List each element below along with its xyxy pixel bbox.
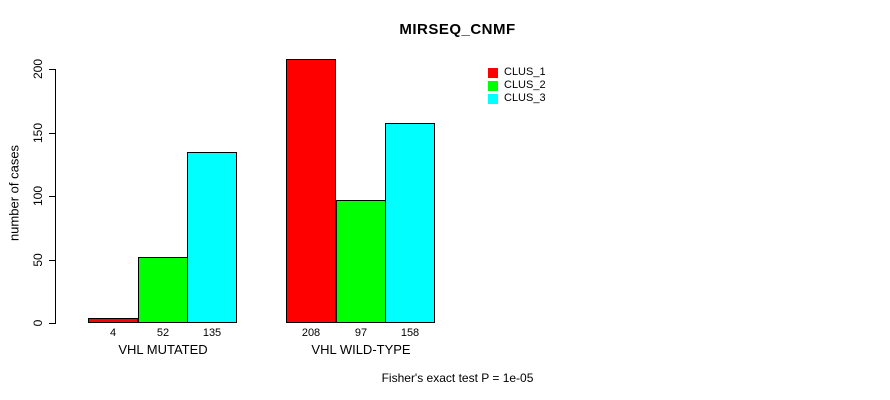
y-tick-label-0: 0 <box>31 319 45 327</box>
bar-value-label: 97 <box>354 327 368 339</box>
y-tick-label-50: 50 <box>31 253 45 267</box>
y-tick-0 <box>49 323 55 324</box>
fisher-test-annotation: Fisher's exact test P = 1e-05 <box>381 371 534 385</box>
legend-item-clus_2: CLUS_2 <box>488 79 546 92</box>
bar-clus_1-vhl-wild-type <box>286 59 336 323</box>
y-tick-label-100: 100 <box>31 185 45 207</box>
y-tick-label-150: 150 <box>31 122 45 144</box>
bar-value-label: 135 <box>202 327 222 339</box>
y-axis-title: number of cases <box>6 144 22 242</box>
bar-clus_2-vhl-mutated <box>138 257 188 323</box>
legend-label: CLUS_3 <box>504 92 546 104</box>
chart-title: MIRSEQ_CNMF <box>399 21 516 38</box>
bar-clus_3-vhl-mutated <box>187 152 237 323</box>
legend-label: CLUS_2 <box>504 79 546 91</box>
y-tick-200 <box>49 69 55 70</box>
category-label-vhl-wild-type: VHL WILD-TYPE <box>311 342 411 357</box>
bar-clus_1-vhl-mutated <box>88 318 138 323</box>
bar-value-label: 4 <box>109 327 117 339</box>
legend-swatch-clus_1 <box>488 67 498 78</box>
legend-swatch-clus_3 <box>488 93 498 104</box>
y-axis-line <box>55 69 56 324</box>
legend-item-clus_1: CLUS_1 <box>488 66 546 79</box>
y-tick-label-200: 200 <box>31 58 45 80</box>
y-tick-100 <box>49 196 55 197</box>
bar-value-label: 158 <box>400 327 420 339</box>
y-tick-150 <box>49 133 55 134</box>
bar-value-label: 208 <box>301 327 321 339</box>
bar-clus_3-vhl-wild-type <box>385 123 435 323</box>
bar-clus_2-vhl-wild-type <box>336 200 386 323</box>
bar-value-label: 52 <box>156 327 170 339</box>
category-label-vhl-mutated: VHL MUTATED <box>118 342 208 357</box>
legend: CLUS_1 CLUS_2 CLUS_3 <box>488 66 546 105</box>
y-tick-50 <box>49 260 55 261</box>
legend-label: CLUS_1 <box>504 66 546 78</box>
legend-swatch-clus_2 <box>488 80 498 91</box>
legend-item-clus_3: CLUS_3 <box>488 92 546 105</box>
